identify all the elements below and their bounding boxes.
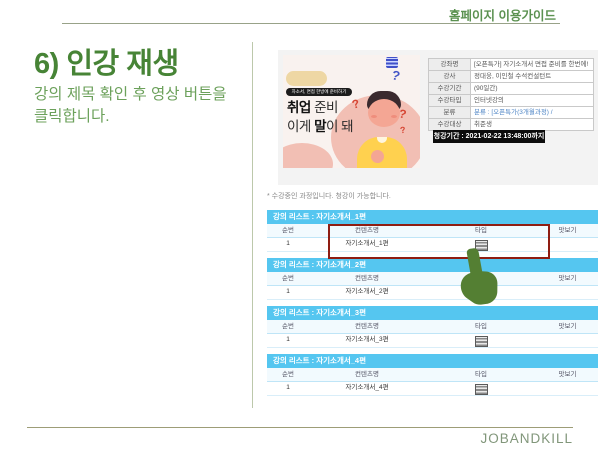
info-value: [오픈특가] 자기소개서 면접 준비를 한번에! [471,59,594,71]
col-order: 순번 [282,371,294,378]
col-order: 순번 [282,323,294,330]
footer-divider [27,427,573,428]
row-number: 1 [286,288,290,295]
lecture-row: 1 자기소개서_3편 [267,334,598,348]
row-number: 1 [286,336,290,343]
col-preview: 맛보기 [558,275,577,282]
row-preview-cell [537,286,598,304]
lecture-table-title: 강의 리스트 : 자기소개서_3편 [267,306,598,320]
audit-deadline-bar: 청강기간 : 2021-02-22 13:48:00까지 [433,130,545,143]
row-type-cell [425,238,537,256]
col-content-name: 컨텐츠명 [355,371,379,378]
lecture-table-title: 강의 리스트 : 자기소개서_4편 [267,354,598,368]
video-icon[interactable] [474,336,488,347]
lecture-table-1: 강의 리스트 : 자기소개서_1편 순번 컨텐츠명 타입 맛보기 1 자기소개서… [267,210,598,252]
lecture-list: 강의 리스트 : 자기소개서_1편 순번 컨텐츠명 타입 맛보기 1 자기소개서… [267,210,598,402]
lecture-table-3: 강의 리스트 : 자기소개서_3편 순번 컨텐츠명 타입 맛보기 1 자기소개서… [267,306,598,348]
character-cheek [371,115,377,118]
banner-blob-tan [286,71,327,86]
question-mark-icon: ? [399,124,407,136]
lecture-row: 1 자기소개서_2편 [267,286,598,300]
row-content-name: 자기소개서_3편 [345,336,389,343]
lecture-table-4: 강의 리스트 : 자기소개서_4편 순번 컨텐츠명 타입 맛보기 1 자기소개서… [267,354,598,396]
info-label: 강좌명 [429,59,471,71]
hand-pointer-icon [460,248,498,305]
row-preview-cell [537,382,598,400]
lecture-row: 1 자기소개서_1편 [267,238,598,252]
row-number: 1 [286,240,290,247]
info-label: 수강타입 [429,95,471,107]
lecture-table-title: 강의 리스트 : 자기소개서_1편 [267,210,598,224]
col-type: 타입 [475,323,487,330]
col-content-name: 컨텐츠명 [355,275,379,282]
page-header-title: 홈페이지 이용가이드 [449,9,556,23]
lecture-table-header: 순번 컨텐츠명 타입 맛보기 [267,368,598,382]
col-order: 순번 [282,227,294,234]
banner-headline-2: 이게 말이 돼 [287,115,354,135]
lecture-table-header: 순번 컨텐츠명 타입 맛보기 [267,320,598,334]
info-label: 수강기간 [429,83,471,95]
row-number: 1 [286,384,290,391]
info-label: 분류 [429,107,471,119]
row-type-cell [425,334,537,352]
course-status-note: * 수강중인 과정입니다. 청강이 가능합니다. [267,193,391,200]
row-content-name: 자기소개서_1편 [345,240,389,247]
row-content-name: 자기소개서_2편 [345,288,389,295]
lecture-table-2: 강의 리스트 : 자기소개서_2편 순번 컨텐츠명 타입 맛보기 1 자기소개서… [267,258,598,300]
question-mark-icon: ? [390,67,402,84]
col-content-name: 컨텐츠명 [355,227,379,234]
course-banner-image: ? 자소서, 면접 한방에 준비하기 취업 준비 이게 말이 돼 ? ? ? [283,55,420,168]
character-cheek [391,115,397,118]
section-title: 6) 인강 재생 [34,48,179,80]
brand-logo: JOBANDKILL [480,431,573,446]
banner-note-icon [386,57,398,68]
col-content-name: 컨텐츠명 [355,323,379,330]
character-face [368,99,400,127]
col-type: 타입 [475,227,487,234]
character-collar [377,137,387,143]
category-link[interactable]: 분류 : [오픈특가(3개월과정) / [471,107,594,119]
course-header-panel: ? 자소서, 면접 한방에 준비하기 취업 준비 이게 말이 돼 ? ? ? 강… [278,50,598,185]
info-value: 정대웅, 이인철 수석컨설턴트 [471,71,594,83]
lecture-table-title: 강의 리스트 : 자기소개서_2편 [267,258,598,272]
row-content-name: 자기소개서_4편 [345,384,389,391]
lecture-row: 1 자기소개서_4편 [267,382,598,396]
video-icon[interactable] [474,384,488,395]
col-order: 순번 [282,275,294,282]
col-preview: 맛보기 [558,323,577,330]
highlight-red-box [328,224,550,259]
info-value: 인터넷강의 [471,95,594,107]
col-preview: 맛보기 [558,227,577,234]
section-description: 강의 제목 확인 후 영상 버튼을 클릭합니다. [34,86,227,126]
info-value: (90일간) [471,83,594,95]
video-icon[interactable] [474,240,488,251]
row-type-cell [425,382,537,400]
vertical-divider [252,42,253,408]
course-info-table: 강좌명 [오픈특가] 자기소개서 면접 준비를 한번에! 강사 정대웅, 이인철… [428,58,594,131]
banner-blob-pink [283,143,333,168]
banner-headline-1: 취업 준비 [287,96,338,116]
banner-headline-rest: 준비 [310,100,338,115]
info-label: 강사 [429,71,471,83]
banner-headline-post: 이 돼 [326,119,354,134]
col-preview: 맛보기 [558,371,577,378]
col-type: 타입 [475,371,487,378]
header-divider [62,23,560,24]
character-hand [371,150,384,163]
banner-badge: 자소서, 면접 한방에 준비하기 [286,88,352,96]
row-preview-cell [537,334,598,352]
lecture-table-header: 순번 컨텐츠명 타입 맛보기 [267,224,598,238]
lecture-table-header: 순번 컨텐츠명 타입 맛보기 [267,272,598,286]
banner-headline-bold: 말 [314,119,327,134]
banner-headline-pre: 이게 [287,119,315,134]
banner-headline-bold: 취업 [287,100,311,115]
